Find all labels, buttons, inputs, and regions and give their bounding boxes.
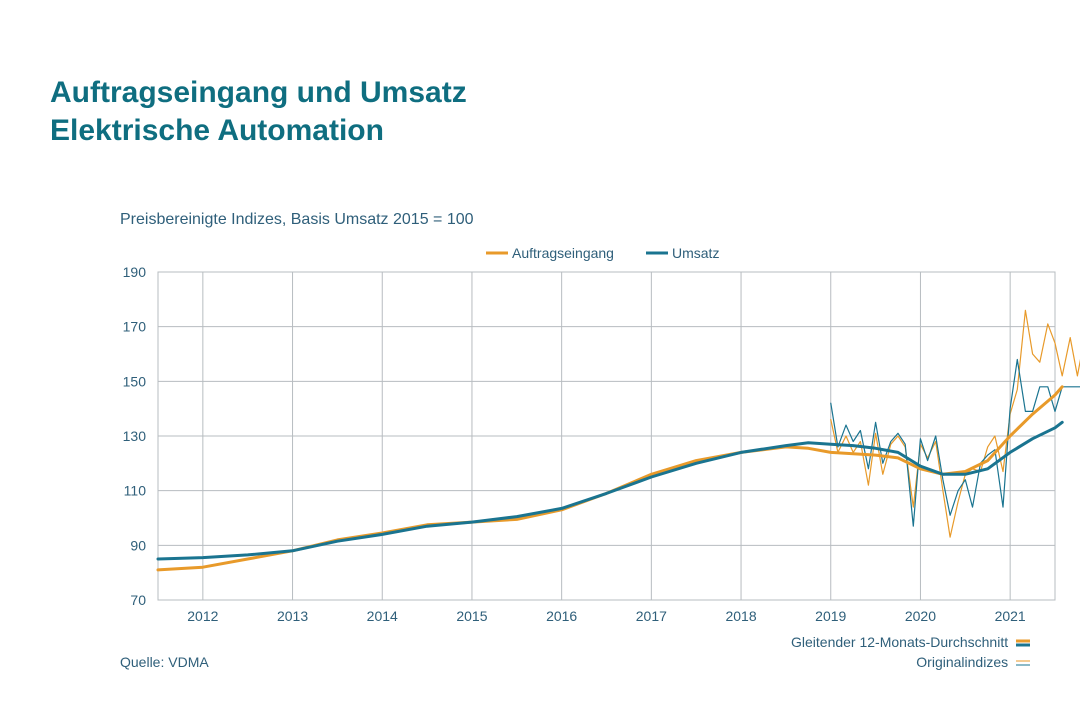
note-original-label: Originalindizes xyxy=(916,654,1009,670)
y-tick-label: 130 xyxy=(123,428,147,444)
legend-label: Auftragseingang xyxy=(512,245,614,261)
series-line-auftragseingang-average xyxy=(156,385,1064,572)
chart-title: Auftragseingang und Umsatz Elektrische A… xyxy=(50,74,467,150)
x-tick-label: 2016 xyxy=(546,608,577,624)
x-tick-label: 2021 xyxy=(995,608,1026,624)
chart-subtitle: Preisbereinigte Indizes, Basis Umsatz 20… xyxy=(120,211,474,228)
x-tick-label: 2018 xyxy=(725,608,756,624)
note-moving-average-label: Gleitender 12-Monats-Durchschnitt xyxy=(791,634,1009,650)
x-tick-label: 2017 xyxy=(636,608,667,624)
x-tick-label: 2012 xyxy=(187,608,218,624)
plot-frame xyxy=(157,271,1056,601)
x-tick-label: 2014 xyxy=(367,608,398,624)
y-tick-label: 150 xyxy=(123,373,147,389)
x-tick-label: 2013 xyxy=(277,608,308,624)
y-tick-label: 190 xyxy=(123,264,147,280)
y-tick-label: 70 xyxy=(130,592,146,608)
original-swatch-icon xyxy=(1016,660,1030,666)
series-line-umsatz-average xyxy=(156,420,1064,561)
x-tick-label: 2019 xyxy=(815,608,846,624)
title-line-1: Auftragseingang und Umsatz xyxy=(50,76,467,109)
series-line-auftragseingang-original xyxy=(830,309,1080,538)
note-original-indices: Originalindizes xyxy=(916,654,1030,670)
note-moving-average: Gleitender 12-Monats-Durchschnitt xyxy=(791,634,1030,650)
x-tick-label: 2020 xyxy=(905,608,936,624)
y-tick-label: 170 xyxy=(123,319,147,335)
y-tick-label: 90 xyxy=(130,537,146,553)
x-tick-label: 2015 xyxy=(456,608,487,624)
legend-label: Umsatz xyxy=(672,245,719,261)
moving-average-swatch-icon xyxy=(1016,639,1030,647)
source-text: Quelle: VDMA xyxy=(120,654,209,670)
series-line-umsatz-original xyxy=(830,358,1080,527)
y-tick-label: 110 xyxy=(124,483,147,499)
title-line-2: Elektrische Automation xyxy=(50,114,384,147)
